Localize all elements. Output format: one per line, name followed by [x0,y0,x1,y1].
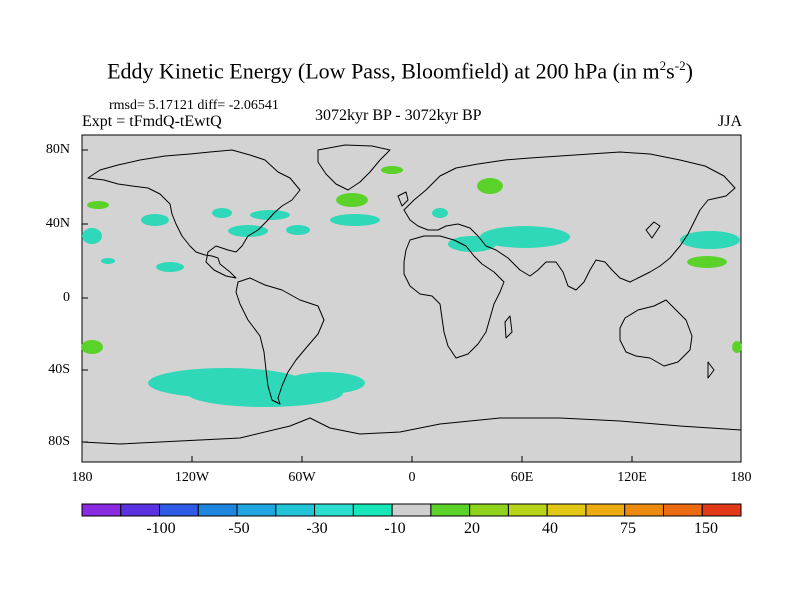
lat-tick-label: 40S [48,362,70,377]
anomaly-negative [141,214,169,226]
anomaly-negative [432,208,448,218]
lat-tick-label: 80N [45,142,70,157]
lat-tick-label: 80S [48,434,70,449]
anomaly-negative [480,226,570,248]
period-label: 3072kyr BP - 3072kyr BP [315,107,482,124]
south-america-coast [235,277,325,405]
anomaly-negative [250,210,290,220]
anomaly-positive [477,178,503,194]
colorbar-swatch [236,503,277,517]
anomaly-negative [101,258,115,264]
madagascar-coast [504,315,513,339]
colorbar-label: -10 [384,520,406,537]
coastlines [81,144,742,445]
anomaly-negative [285,372,365,394]
british-isles-coast [397,191,409,207]
colorbar-swatch [507,503,548,517]
colorbar-swatch [624,503,664,517]
colorbar-swatch [120,503,161,517]
colorbar-label: -50 [228,520,250,537]
anomaly-negative [448,236,496,252]
antarctica-coast [81,417,742,445]
colorbar-swatch [585,503,626,517]
colorbar-swatch [469,503,509,517]
lon-tick-label: 180 [730,470,752,485]
lon-tick-label: 60W [288,470,316,485]
anomaly-positive [81,340,103,354]
colorbar-swatch [662,503,703,517]
experiment-label: Expt = tFmdQ-tEwtQ [82,113,222,130]
colorbar-label: 20 [464,520,480,537]
colorbar [81,503,742,517]
season-label: JJA [717,113,742,130]
colorbar-swatch [197,503,238,517]
anomaly-positive [732,341,742,353]
colorbar-label: 75 [620,520,636,537]
anomaly-fields [81,166,742,407]
lon-tick-label: 120E [617,470,647,485]
colorbar-swatch [314,503,354,517]
colorbar-swatch [352,503,393,517]
map-background [81,134,742,463]
lat-tick-label: 40N [45,216,70,231]
stats-text: rmsd= 5.17121 diff= -2.06541 [109,98,279,113]
anomaly-negative [286,225,310,235]
anomaly-positive [687,256,727,268]
anomaly-positive [336,193,368,207]
north-america-coast [87,149,301,279]
colorbar-label: -30 [306,520,328,537]
anomaly-negative [82,228,102,244]
colorbar-swatch [701,503,742,517]
colorbar-swatch [275,503,316,517]
colorbar-swatch [430,503,471,517]
anomaly-positive [381,166,403,174]
australia-coast [619,299,693,367]
anomaly-negative [228,225,268,237]
chart-title: Eddy Kinetic Energy (Low Pass, Bloomfiel… [107,58,693,84]
axis-ticks [82,149,633,462]
anomaly-negative [330,214,380,226]
lon-tick-label: 60E [510,470,534,485]
japan-coast [645,221,661,239]
lon-tick-label: 180 [71,470,93,485]
lat-tick-label: 0 [63,290,70,305]
colorbar-label: 150 [694,520,718,537]
colorbar-swatch [159,503,199,517]
new-zealand-coast [707,361,715,379]
colorbar-swatch [81,503,122,517]
colorbar-swatch [546,503,587,517]
colorbar-label: 40 [542,520,558,537]
lon-tick-label: 0 [408,470,416,485]
colorbar-swatch [391,503,432,517]
lon-tick-label: 120W [174,470,210,485]
anomaly-positive [87,201,109,209]
colorbar-label: -100 [146,520,176,537]
africa-coast [403,235,505,359]
greenland-coast [317,144,391,191]
anomaly-negative [680,231,740,249]
anomaly-negative [212,208,232,218]
anomaly-negative [156,262,184,272]
eurasia-coast [403,151,736,291]
